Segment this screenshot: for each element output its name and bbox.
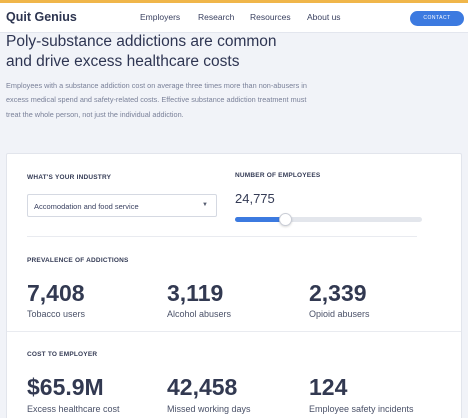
industry-select[interactable]: Accomodation and food service ▼ xyxy=(27,194,217,217)
alcohol-abusers-caption: Alcohol abusers xyxy=(167,309,232,319)
cost-label: COST TO EMPLOYER xyxy=(27,351,98,358)
opioid-abusers-value: 2,339 xyxy=(309,280,367,306)
employees-slider-fill xyxy=(235,217,286,222)
alcohol-abusers-value: 3,119 xyxy=(167,280,224,306)
employees-slider[interactable] xyxy=(235,213,422,226)
logo[interactable]: Quit Genius xyxy=(6,10,77,24)
top-accent-bar xyxy=(0,0,468,3)
employees-value: 24,775 xyxy=(235,191,275,206)
industry-select-value: Accomodation and food service xyxy=(34,202,139,211)
missed-days-value: 42,458 xyxy=(167,374,238,400)
tobacco-users-value: 7,408 xyxy=(27,280,85,306)
safety-incidents-value: 124 xyxy=(309,374,348,400)
employees-label: NUMBER OF EMPLOYEES xyxy=(235,172,321,179)
nav-link-about-us[interactable]: About us xyxy=(307,12,341,22)
opioid-abusers-caption: Opioid abusers xyxy=(309,309,370,319)
top-navigation: Quit Genius Employers Research Resources… xyxy=(0,3,468,33)
caret-down-icon: ▼ xyxy=(202,202,208,208)
nav-link-resources[interactable]: Resources xyxy=(250,12,291,22)
contact-button[interactable]: CONTACT xyxy=(410,11,464,26)
hero-title: Poly-substance addictions are common and… xyxy=(6,33,277,70)
section-divider xyxy=(27,236,417,237)
missed-days-caption: Missed working days xyxy=(167,404,251,414)
industry-label: WHAT'S YOUR INDUSTRY xyxy=(27,174,112,181)
nav-link-research[interactable]: Research xyxy=(198,12,235,22)
safety-incidents-caption: Employee safety incidents xyxy=(309,404,414,414)
employees-slider-thumb[interactable] xyxy=(279,213,293,226)
section-divider xyxy=(7,331,461,332)
cost-calculator-card: WHAT'S YOUR INDUSTRY Accomodation and fo… xyxy=(6,153,462,418)
nav-link-employers[interactable]: Employers xyxy=(140,12,181,22)
healthcare-cost-caption: Excess healthcare cost xyxy=(27,404,120,414)
healthcare-cost-value: $65.9M xyxy=(27,374,104,400)
tobacco-users-caption: Tobacco users xyxy=(27,309,86,319)
hero-description: Employees with a substance addiction cos… xyxy=(6,81,307,119)
prevalence-label: PREVALENCE OF ADDICTIONS xyxy=(27,257,129,264)
